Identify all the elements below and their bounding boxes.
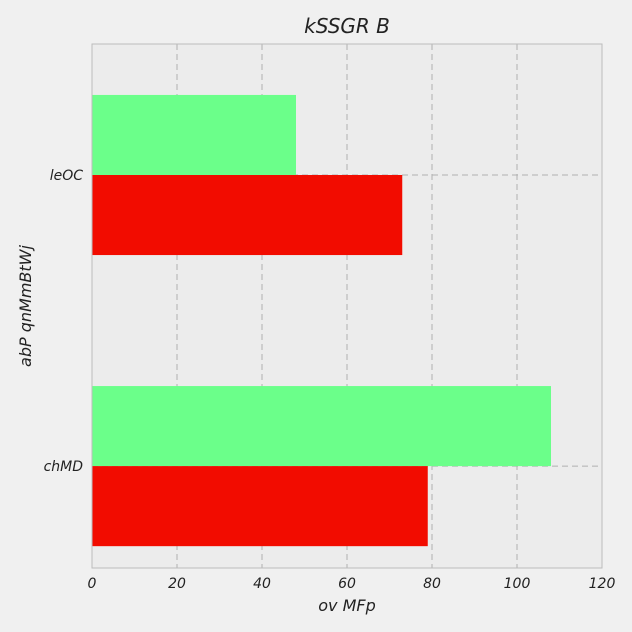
x-tick-label: 60 <box>338 576 356 592</box>
chart-title: kSSGR B <box>304 14 390 38</box>
y-tick-label: leOC <box>50 168 84 184</box>
x-tick-label: 80 <box>423 576 441 592</box>
y-tick-label: chMD <box>44 459 84 475</box>
x-tick-label: 0 <box>88 576 97 592</box>
bars <box>92 94 551 547</box>
x-tick-label: 20 <box>168 576 186 592</box>
bar <box>92 466 428 547</box>
x-tick-label: 100 <box>504 576 531 592</box>
x-tick-label: 120 <box>589 576 616 592</box>
x-tick-label: 40 <box>253 576 271 592</box>
plot-frame <box>91 43 603 569</box>
bar <box>92 175 403 256</box>
x-axis-label: ov MFp <box>318 596 376 615</box>
bar <box>92 386 551 467</box>
tick-labels: 0 20 40 60 80 100 120 leOC chMD <box>44 168 616 592</box>
y-axis-label: abP qnMmBtWj <box>16 245 35 367</box>
bar <box>92 94 296 175</box>
